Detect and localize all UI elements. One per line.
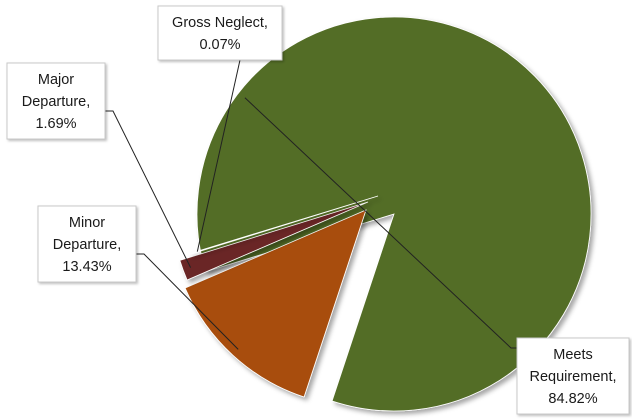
data-label-line: 0.07% xyxy=(199,37,240,53)
data-label-line: Major xyxy=(38,72,74,88)
leader-line-major-departure xyxy=(105,110,192,268)
data-label-line: 1.69% xyxy=(35,116,76,132)
data-label-line: 13.43% xyxy=(62,259,111,275)
pie-slice-minor-departure xyxy=(184,209,367,398)
data-label-line: Departure, xyxy=(22,94,91,110)
data-label-meets-requirement: Meets Requirement, 84.82% xyxy=(516,337,630,415)
data-label-box xyxy=(516,337,630,415)
pie-slice-major-departure xyxy=(179,201,369,281)
data-label-box xyxy=(157,5,283,61)
data-label-line: Minor xyxy=(69,215,105,231)
data-label-line: Meets xyxy=(553,347,593,363)
data-label-gross-neglect: Gross Neglect, 0.07% xyxy=(157,5,283,61)
data-label-box xyxy=(37,205,137,283)
pie-slices xyxy=(179,16,592,412)
leader-lines xyxy=(105,59,517,350)
leader-line-meets-requirement xyxy=(244,97,517,349)
data-label-line: 84.82% xyxy=(548,391,597,407)
pie-slice-meets-requirement xyxy=(196,16,592,412)
leader-line-gross-neglect xyxy=(196,59,241,252)
data-label-minor-departure: Minor Departure, 13.43% xyxy=(37,205,137,283)
pie-slice-gross-neglect xyxy=(189,195,379,255)
leader-line-minor-departure xyxy=(136,253,239,350)
data-labels: Meets Requirement, 84.82% Minor Departure, 13… xyxy=(6,5,630,415)
data-label-line: Departure, xyxy=(53,237,122,253)
data-label-line: Requirement, xyxy=(529,369,616,385)
data-label-box xyxy=(6,62,106,140)
data-label-major-departure: Major Departure, 1.69% xyxy=(6,62,106,140)
data-label-line: Gross Neglect, xyxy=(172,15,268,31)
